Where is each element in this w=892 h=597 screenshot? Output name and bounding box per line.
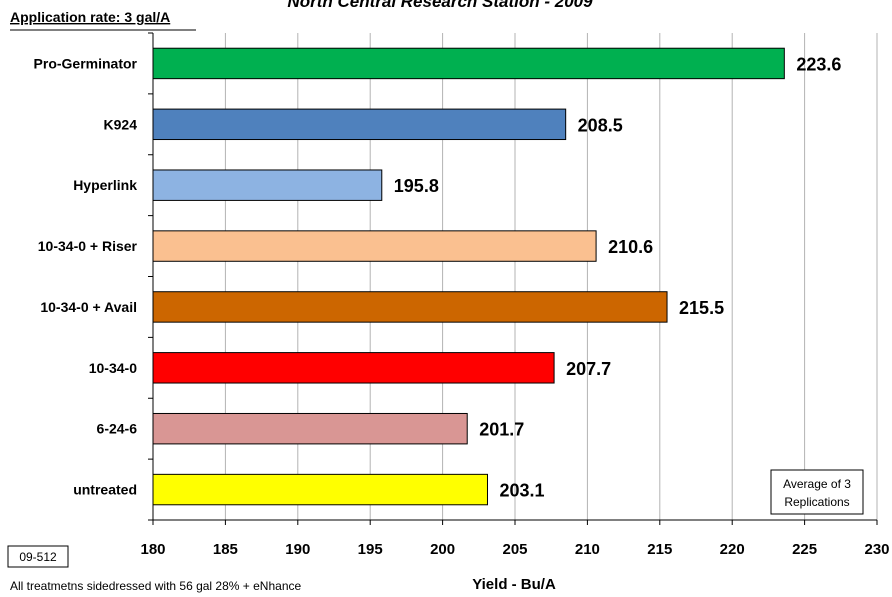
value-label: 203.1: [499, 481, 544, 501]
bar: [152, 108, 567, 141]
category-label: Pro-Germinator: [34, 55, 138, 71]
x-tick-label: 205: [502, 541, 527, 558]
value-label: 201.7: [479, 420, 524, 440]
x-tick-label: 195: [358, 541, 383, 558]
category-label: K924: [104, 116, 138, 132]
x-tick-label: 185: [213, 541, 238, 558]
category-label: 10-34-0 + Riser: [38, 238, 138, 254]
replications-note-box: Average of 3 Replications: [770, 469, 864, 515]
application-rate-label: Application rate: 3 gal/A: [10, 9, 170, 25]
x-tick-label: 190: [285, 541, 310, 558]
value-label: 208.5: [578, 115, 623, 135]
category-label: 10-34-0: [89, 360, 137, 376]
bar: [152, 352, 555, 384]
value-label: 210.6: [608, 237, 653, 257]
category-label: Hyperlink: [73, 177, 137, 193]
x-tick-label: 220: [720, 541, 745, 558]
x-tick-label: 215: [647, 541, 672, 558]
bar: [152, 169, 383, 201]
id-box-text: 09-512: [19, 550, 57, 564]
chart-title: North Central Research Station - 2009: [287, 0, 593, 11]
x-tick-label: 180: [140, 541, 165, 558]
bar: [152, 412, 468, 445]
category-label: 10-34-0 + Avail: [40, 299, 137, 315]
id-box: 09-512: [7, 545, 69, 568]
value-label: 223.6: [796, 54, 841, 74]
value-label: 195.8: [394, 176, 439, 196]
bar: [152, 473, 488, 506]
plot-area: 180 185 190 195 200 205 210 215 220 225 230 Pro-Ge…: [34, 32, 890, 558]
x-axis-label: Yield - Bu/A: [472, 576, 556, 593]
category-labels: Pro-Germinator K924 Hyperlink 10-34-0 + Ris…: [34, 55, 138, 497]
value-label: 215.5: [679, 298, 724, 318]
gridlines: [224, 33, 878, 520]
note-box-frame: [770, 469, 864, 515]
note-box-line1: Average of 3: [783, 477, 851, 491]
x-tick-label: 210: [575, 541, 600, 558]
footer-note: All treatmetns sidedressed with 56 gal 2…: [10, 579, 301, 593]
category-label: 6-24-6: [97, 421, 138, 437]
bar: [152, 291, 668, 323]
value-label: 207.7: [566, 359, 611, 379]
x-ticks: 180 185 190 195 200 205 210 215 220 225 230: [140, 32, 890, 558]
bar: [152, 47, 785, 80]
value-labels: 223.6 208.5 195.8 210.6 215.5 207.7 201.7 203.1: [394, 54, 842, 500]
category-label: untreated: [73, 482, 137, 498]
x-tick-label: 200: [430, 541, 455, 558]
x-tick-label: 225: [792, 541, 817, 558]
bar: [152, 230, 597, 262]
x-tick-label: 230: [864, 541, 889, 558]
bars: [152, 47, 785, 506]
id-box-frame: [7, 545, 69, 568]
note-box-line2: Replications: [784, 495, 849, 509]
